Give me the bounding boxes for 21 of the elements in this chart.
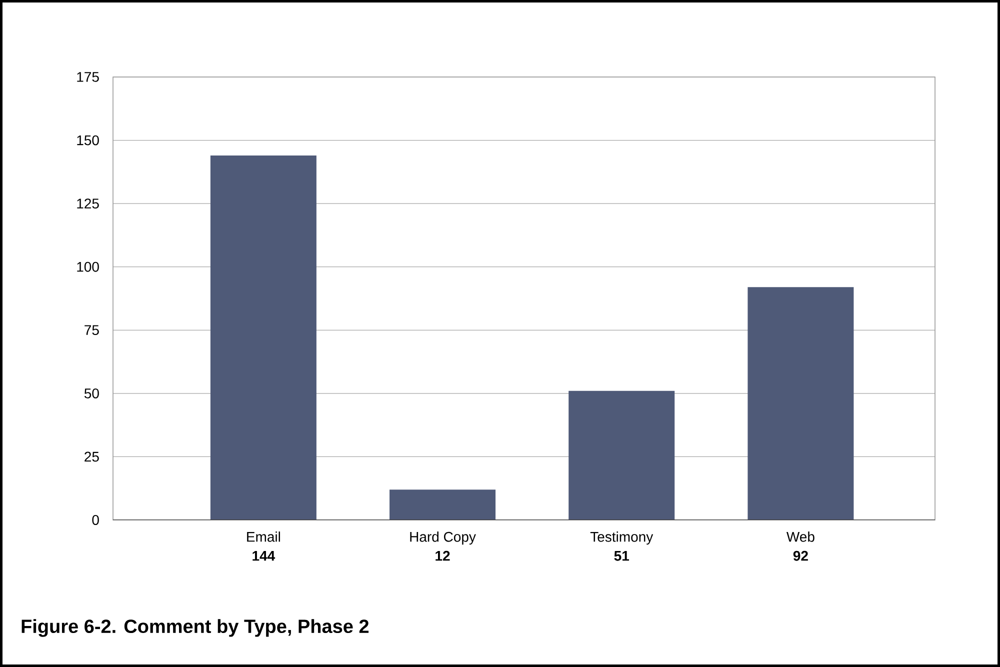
data-label: 12 — [436, 550, 450, 561]
x-tick-label: Web — [786, 532, 814, 542]
bar — [748, 287, 854, 520]
x-tick-label: Testimony — [590, 532, 654, 545]
y-tick-label: 25 — [84, 452, 99, 462]
y-tick-label: 100 — [77, 262, 99, 272]
data-label: 51 — [614, 551, 630, 561]
data-label: 144 — [252, 551, 276, 561]
bar — [568, 390, 675, 520]
data-label: 92 — [793, 550, 808, 561]
y-tick-label: 150 — [77, 135, 99, 146]
y-tick-label: 0 — [92, 515, 99, 525]
text: Figure 6-2. Comment by Type, Phase 2 — [22, 619, 369, 637]
y-tick-label: 175 — [77, 72, 99, 82]
x-tick-label: Email — [247, 532, 280, 542]
bar — [390, 490, 496, 520]
y-tick-label: 125 — [77, 198, 99, 209]
x-tick-label: Hard Copy — [410, 532, 476, 545]
y-tick-label: 50 — [84, 388, 99, 398]
y-tick-label: 75 — [84, 325, 99, 336]
bar — [210, 155, 316, 520]
